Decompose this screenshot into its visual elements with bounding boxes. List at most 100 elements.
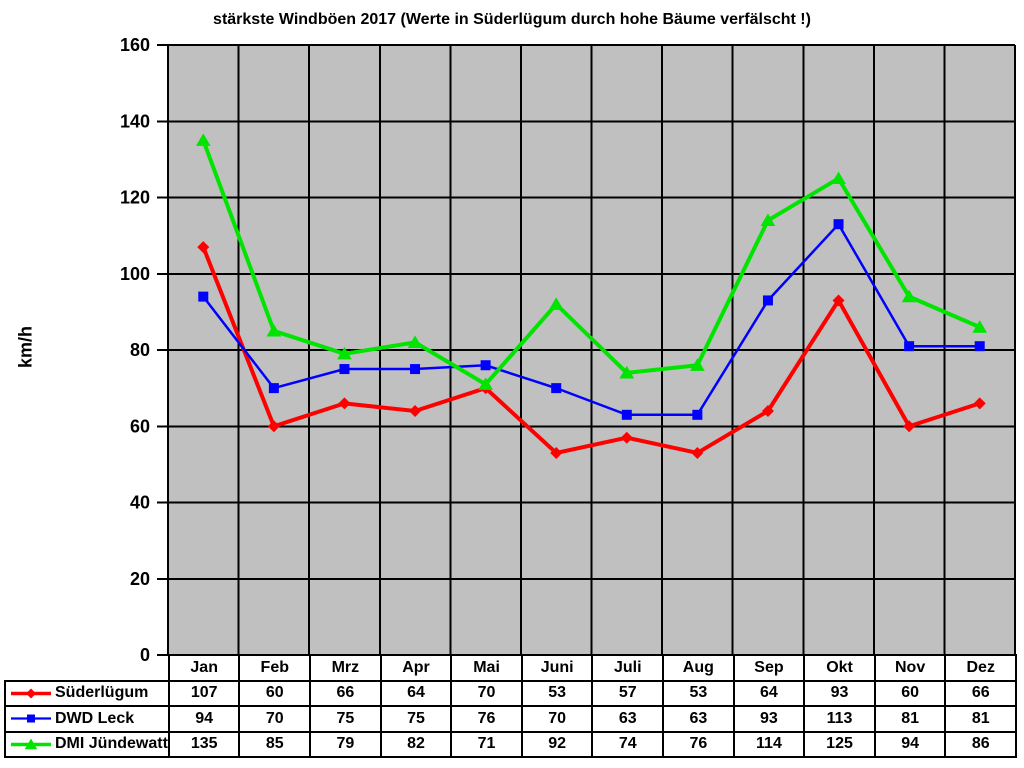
legend-key-icon <box>11 738 51 749</box>
triangle-marker-icon <box>548 297 564 310</box>
value-cell-dmi-j-ndewatt-jan: 135 <box>167 730 241 758</box>
triangle-marker-icon <box>195 133 211 146</box>
triangle-marker-icon <box>901 289 917 303</box>
legend-item-s-derl-gum: Süderlügum <box>4 679 170 707</box>
series-line-dwd-leck <box>202 222 980 417</box>
series-name-label: DMI Jündewatt <box>55 735 168 753</box>
diamond-marker-icon <box>338 397 351 410</box>
value-cell-dwd-leck-dez: 81 <box>944 705 1018 733</box>
table-row-dwd-leck: DWD Leck 94 70 75 75 76 70 63 63 93 113 81 81 <box>4 705 1018 733</box>
y-tick-label: 160 <box>120 35 150 55</box>
square-marker-icon <box>692 409 703 420</box>
value-cell-s-derl-gum-juli: 57 <box>591 679 665 707</box>
legend-item-dmi-j-ndewatt: DMI Jündewatt <box>4 730 170 758</box>
triangle-marker-icon <box>690 358 705 371</box>
value-cell-s-derl-gum-apr: 64 <box>379 679 453 707</box>
diamond-marker-icon <box>691 446 704 459</box>
table-row-s-derl-gum: Süderlügum 107 60 66 64 70 53 57 53 64 93 60 66 <box>4 679 1018 707</box>
square-marker-icon <box>974 341 985 352</box>
triangle-marker-icon <box>760 213 776 226</box>
triangle-marker-icon <box>972 320 988 333</box>
month-header-mai: Mai <box>450 654 523 682</box>
table-row-dmi-j-ndewatt: DMI Jündewatt 135 85 79 82 71 92 74 76 114 125 94 86 <box>4 730 1018 758</box>
value-cell-dmi-j-ndewatt-juli: 74 <box>591 730 665 758</box>
series-line-s-derl-gum <box>201 246 981 456</box>
diamond-marker-icon <box>409 405 422 417</box>
value-cell-dwd-leck-mrz: 75 <box>309 705 382 733</box>
value-cell-s-derl-gum-jan: 107 <box>167 679 241 707</box>
value-cell-s-derl-gum-mrz: 66 <box>309 679 382 707</box>
square-marker-icon <box>551 383 562 394</box>
square-marker-icon <box>410 364 421 375</box>
diamond-marker-icon <box>267 420 280 433</box>
chart-title: stärkste Windböen 2017 (Werte in Süderlü… <box>213 11 811 28</box>
y-tick-label: 80 <box>130 340 150 360</box>
value-cell-dmi-j-ndewatt-nov: 94 <box>873 730 947 758</box>
diamond-marker-icon <box>832 294 845 307</box>
value-cell-s-derl-gum-okt: 93 <box>803 679 876 707</box>
series-dwd-leck <box>198 219 985 420</box>
value-cell-s-derl-gum-sep: 64 <box>732 679 806 707</box>
value-cell-s-derl-gum-feb: 60 <box>238 679 312 707</box>
plot-background <box>168 45 1015 655</box>
triangle-marker-icon <box>407 335 423 348</box>
diamond-marker-icon <box>550 446 563 459</box>
diamond-marker-icon <box>620 431 633 444</box>
value-cell-dwd-leck-apr: 75 <box>379 705 453 733</box>
square-marker-icon <box>27 714 35 723</box>
month-header-nov: Nov <box>873 654 947 682</box>
y-tick-label: 100 <box>120 264 150 284</box>
diamond-marker-icon <box>903 420 916 433</box>
value-cell-dwd-leck-mai: 76 <box>450 705 523 733</box>
value-cell-dwd-leck-aug: 63 <box>662 705 735 733</box>
month-header-aug: Aug <box>662 654 735 682</box>
legend-key-icon <box>11 688 51 699</box>
month-header-dez: Dez <box>944 654 1018 682</box>
square-marker-icon <box>762 295 773 306</box>
y-axis-label: km/h <box>15 325 36 369</box>
triangle-marker-icon <box>266 323 282 337</box>
square-marker-icon <box>198 291 209 302</box>
value-cell-s-derl-gum-nov: 60 <box>873 679 947 707</box>
series-name-label: Süderlügum <box>55 684 149 702</box>
series-name-label: DWD Leck <box>55 709 135 727</box>
month-header-okt: Okt <box>803 654 876 682</box>
value-cell-dmi-j-ndewatt-juni: 92 <box>520 730 594 758</box>
triangle-marker-icon <box>619 365 635 379</box>
square-marker-icon <box>833 219 844 230</box>
square-marker-icon <box>339 364 350 375</box>
month-header-sep: Sep <box>732 654 806 682</box>
triangle-marker-icon <box>24 738 38 749</box>
legend-key-icon <box>11 714 51 723</box>
value-cell-s-derl-gum-dez: 66 <box>944 679 1018 707</box>
value-cell-dmi-j-ndewatt-mai: 71 <box>450 730 523 758</box>
value-cell-dwd-leck-feb: 70 <box>238 705 312 733</box>
value-cell-dmi-j-ndewatt-apr: 82 <box>379 730 453 758</box>
diamond-marker-icon <box>197 241 210 254</box>
series-dmi-j-ndewatt <box>195 133 988 390</box>
diamond-marker-icon <box>479 382 492 395</box>
legend-item-dwd-leck: DWD Leck <box>4 705 170 733</box>
series-line-dmi-j-ndewatt <box>201 139 981 387</box>
diamond-marker-icon <box>26 688 36 699</box>
value-cell-s-derl-gum-aug: 53 <box>662 679 735 707</box>
value-cell-dmi-j-ndewatt-aug: 76 <box>662 730 735 758</box>
triangle-marker-icon <box>337 346 352 360</box>
month-header-mrz: Mrz <box>309 654 382 682</box>
value-cell-s-derl-gum-juni: 53 <box>520 679 594 707</box>
square-marker-icon <box>904 341 915 352</box>
value-cell-s-derl-gum-mai: 70 <box>450 679 523 707</box>
value-cell-dmi-j-ndewatt-mrz: 79 <box>309 730 382 758</box>
triangle-marker-icon <box>831 171 846 185</box>
square-marker-icon <box>480 360 491 371</box>
y-tick-label: 20 <box>130 569 150 589</box>
month-header-feb: Feb <box>238 654 312 682</box>
month-header-jan: Jan <box>167 654 241 682</box>
y-gridlines-and-ticks <box>157 44 1016 656</box>
y-tick-label: 40 <box>130 493 150 513</box>
value-cell-dwd-leck-sep: 93 <box>732 705 806 733</box>
value-cell-dwd-leck-juni: 70 <box>520 705 594 733</box>
value-cell-dmi-j-ndewatt-feb: 85 <box>238 730 312 758</box>
